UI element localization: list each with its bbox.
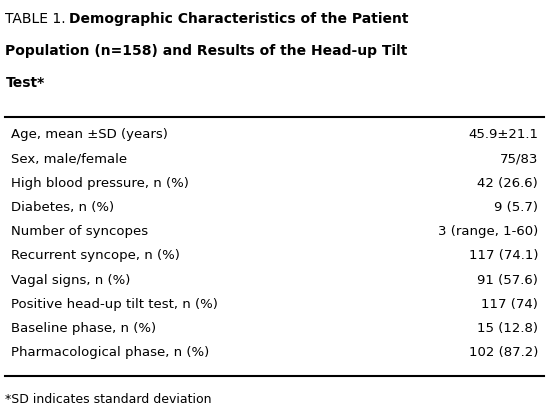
- Text: Sex, male/female: Sex, male/female: [11, 152, 127, 165]
- Text: 91 (57.6): 91 (57.6): [477, 273, 538, 286]
- Text: 117 (74.1): 117 (74.1): [468, 249, 538, 262]
- Text: Positive head-up tilt test, n (%): Positive head-up tilt test, n (%): [11, 297, 218, 310]
- Text: Vagal signs, n (%): Vagal signs, n (%): [11, 273, 130, 286]
- Text: Pharmacological phase, n (%): Pharmacological phase, n (%): [11, 345, 209, 358]
- Text: 9 (5.7): 9 (5.7): [494, 200, 538, 214]
- Text: 3 (range, 1-60): 3 (range, 1-60): [438, 225, 538, 237]
- Text: High blood pressure, n (%): High blood pressure, n (%): [11, 176, 189, 189]
- Text: Number of syncopes: Number of syncopes: [11, 225, 148, 237]
- Text: 102 (87.2): 102 (87.2): [469, 345, 538, 358]
- Text: 75/83: 75/83: [500, 152, 538, 165]
- Text: *SD indicates standard deviation: *SD indicates standard deviation: [5, 392, 212, 405]
- Text: Diabetes, n (%): Diabetes, n (%): [11, 200, 114, 214]
- Text: Baseline phase, n (%): Baseline phase, n (%): [11, 321, 156, 334]
- Text: 45.9±21.1: 45.9±21.1: [468, 128, 538, 141]
- Text: Recurrent syncope, n (%): Recurrent syncope, n (%): [11, 249, 180, 262]
- Text: 15 (12.8): 15 (12.8): [477, 321, 538, 334]
- Text: Demographic Characteristics of the Patient: Demographic Characteristics of the Patie…: [69, 12, 408, 26]
- Text: Population (n=158) and Results of the Head-up Tilt: Population (n=158) and Results of the He…: [5, 44, 408, 58]
- Text: 42 (26.6): 42 (26.6): [477, 176, 538, 189]
- Text: 117 (74): 117 (74): [481, 297, 538, 310]
- Text: Test*: Test*: [5, 76, 44, 90]
- Text: Age, mean ±SD (years): Age, mean ±SD (years): [11, 128, 168, 141]
- Text: TABLE 1.: TABLE 1.: [5, 12, 70, 26]
